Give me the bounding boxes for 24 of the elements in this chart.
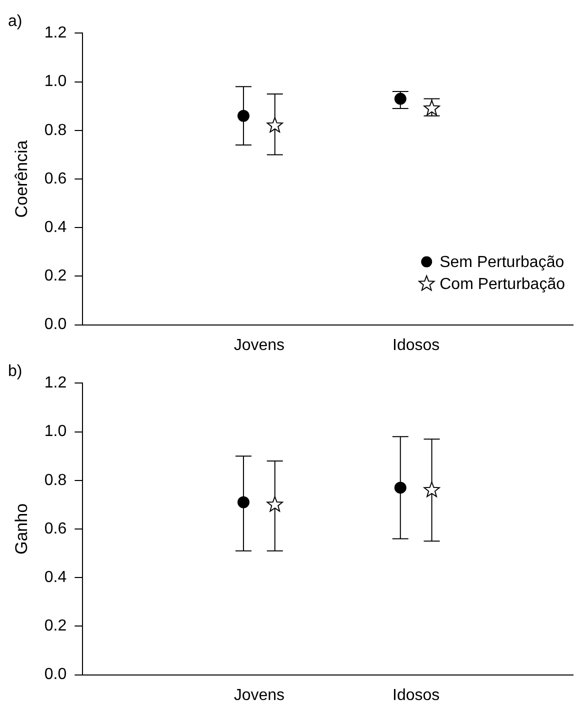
y-tick-label: 0.6 (44, 520, 67, 538)
y-axis-title: Ganho (12, 503, 31, 555)
x-tick-label: Jovens (234, 686, 285, 704)
text: 0.0 (44, 666, 67, 684)
y-tick-label: 1.2 (44, 374, 67, 392)
y-tick-label: 0.6 (44, 170, 67, 188)
chart-title: a) (8, 13, 22, 30)
x-tick-label: Jovens (234, 336, 285, 354)
y-tick-label: 0.4 (44, 569, 67, 586)
y-axis-title: Coerência (12, 140, 31, 218)
text: 1.0 (44, 73, 67, 90)
legend-label: Com Perturbação (440, 276, 566, 294)
y-tick-label: 1.2 (44, 24, 67, 42)
legend-label: Sem Perturbação (440, 254, 564, 272)
x-tick-label: Idosos (392, 336, 440, 354)
text: 1.0 (44, 423, 67, 440)
y-tick-label: 0.8 (44, 472, 67, 489)
x-tick-label: Idosos (392, 686, 440, 704)
chart-title: b) (8, 363, 22, 380)
y-tick-label: 0.4 (44, 219, 67, 236)
y-tick-label: 0.2 (44, 268, 67, 285)
y-tick-label: 0.8 (44, 122, 67, 139)
y-tick-label: 0.2 (44, 618, 67, 635)
text: 0.0 (44, 316, 67, 334)
